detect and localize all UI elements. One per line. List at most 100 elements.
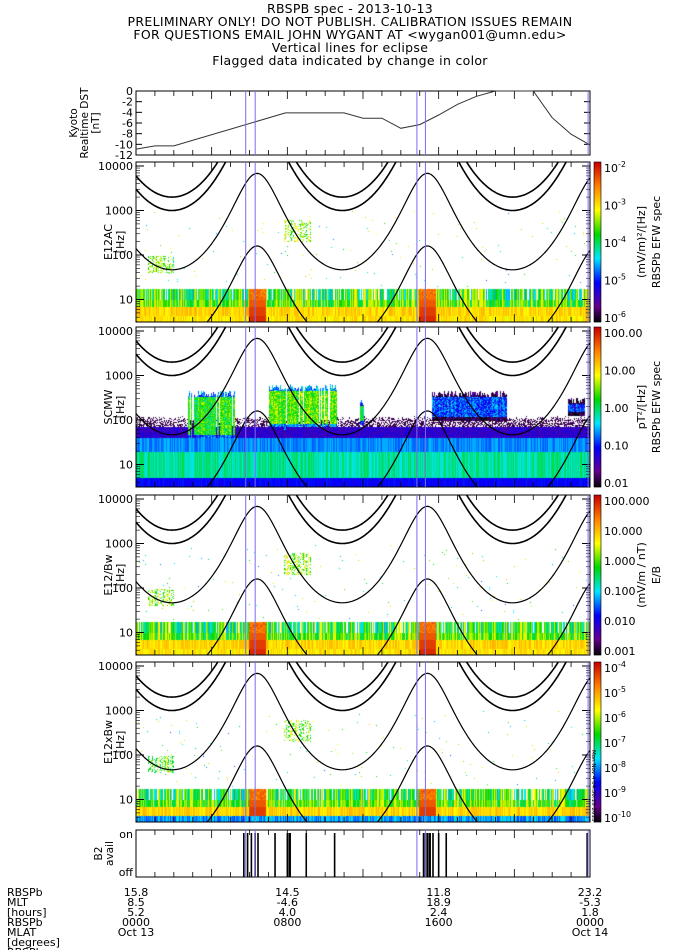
- colorbar-segment: [594, 163, 601, 165]
- colorbar-segment: [594, 221, 601, 223]
- colorbar-segment: [594, 595, 601, 597]
- colorbar-segment: [594, 549, 601, 551]
- colorbar-tick-label: 10-6: [604, 710, 626, 725]
- colorbar-segment: [594, 749, 601, 751]
- colorbar-segment: [594, 214, 601, 216]
- y-tick-label: 1000: [105, 538, 133, 551]
- colorbar-segment: [594, 387, 601, 389]
- colorbar-unit-label: (mV/m)²/[Hz]: [635, 206, 648, 278]
- colorbar-segment: [594, 360, 601, 362]
- colorbar-tick-label: 0.001: [604, 645, 636, 658]
- colorbar-segment: [594, 173, 601, 175]
- colorbar-segment: [594, 277, 601, 279]
- colorbar-segment: [594, 534, 601, 536]
- bottom-axis-value: 14.5: [275, 886, 300, 899]
- colorbar-segment: [594, 707, 601, 709]
- colorbar-segment: [594, 603, 601, 605]
- colorbar-segment: [594, 244, 601, 246]
- panel-ylabel-unit: [Hz]: [114, 396, 127, 419]
- colorbar-segment: [594, 268, 601, 270]
- colorbar-segment: [594, 463, 601, 465]
- colorbar-segment: [594, 563, 601, 565]
- colorbar-segment: [594, 398, 601, 400]
- colorbar-segment: [594, 728, 601, 730]
- colorbar-segment: [594, 274, 601, 276]
- colorbar-segment: [594, 315, 601, 317]
- colorbar-segment: [594, 454, 601, 456]
- colorbar-segment: [594, 499, 601, 501]
- colorbar-segment: [594, 709, 601, 711]
- colorbar-tick-label: 10.00: [604, 365, 636, 378]
- colorbar-segment: [594, 386, 601, 388]
- half-fce-curve: [136, 327, 568, 377]
- colorbar-segment: [594, 406, 601, 408]
- colorbar-segment: [594, 177, 601, 179]
- colorbar-segment: [594, 344, 601, 346]
- colorbar-segment: [594, 764, 601, 766]
- colorbar-segment: [594, 407, 601, 409]
- dst-y-tick-label: -12: [115, 149, 133, 162]
- colorbar-segment: [594, 537, 601, 539]
- colorbar-segment: [594, 212, 601, 214]
- colorbar-segment: [594, 668, 601, 670]
- colorbar-segment: [594, 565, 601, 567]
- colorbar-segment: [594, 514, 601, 516]
- colorbar-segment: [594, 784, 601, 786]
- colorbar-segment: [594, 773, 601, 775]
- colorbar-segment: [594, 371, 601, 373]
- colorbar-segment: [594, 578, 601, 580]
- colorbar-segment: [594, 626, 601, 628]
- fce-curve: [136, 162, 560, 198]
- colorbar-segment: [594, 726, 601, 728]
- colorbar-segment: [594, 724, 601, 726]
- colorbar-tick-label: 10-5: [604, 273, 626, 288]
- colorbar-segment: [594, 472, 601, 474]
- dst-y-tick-label: -2: [122, 96, 133, 109]
- colorbar-segment: [594, 254, 601, 256]
- colorbar-segment: [594, 427, 601, 429]
- colorbar-segment: [594, 473, 601, 475]
- colorbar-segment: [594, 543, 601, 545]
- colorbar-segment: [594, 225, 601, 227]
- colorbar-segment: [594, 507, 601, 509]
- colorbar-segment: [594, 342, 601, 344]
- colorbar-segment: [594, 446, 601, 448]
- colorbar-segment: [594, 637, 601, 639]
- colorbar-segment: [594, 286, 601, 288]
- colorbar-segment: [594, 455, 601, 457]
- colorbar-segment: [594, 300, 601, 302]
- bottom-row-label: [hours]: [7, 906, 47, 919]
- colorbar-segment: [594, 559, 601, 561]
- colorbar-segment: [594, 813, 601, 815]
- colorbar-segment: [594, 435, 601, 437]
- colorbar-segment: [594, 765, 601, 767]
- panel-ylabel-unit: [Hz]: [114, 564, 127, 587]
- colorbar-segment: [594, 415, 601, 417]
- colorbar-segment: [594, 281, 601, 283]
- colorbar-segment: [594, 662, 601, 664]
- colorbar-segment: [594, 389, 601, 391]
- colorbar-segment: [594, 751, 601, 753]
- colorbar-segment: [594, 449, 601, 451]
- colorbar-segment: [594, 582, 601, 584]
- colorbar-segment: [594, 196, 601, 198]
- colorbar-segment: [594, 251, 601, 253]
- colorbar-segment: [594, 551, 601, 553]
- colorbar-segment: [594, 337, 601, 339]
- colorbar-segment: [594, 295, 601, 297]
- colorbar-segment: [594, 232, 601, 234]
- warning-line: PRELIMINARY ONLY! DO NOT PUBLISH. CALIBR…: [127, 14, 573, 29]
- colorbar-segment: [594, 396, 601, 398]
- colorbar-segment: [594, 775, 601, 777]
- colorbar-segment: [594, 262, 601, 264]
- colorbar-segment: [594, 223, 601, 225]
- colorbar-segment: [594, 673, 601, 675]
- colorbar-segment: [594, 571, 601, 573]
- colorbar-segment: [594, 195, 601, 197]
- colorbar-segment: [594, 417, 601, 419]
- colorbar-segment: [594, 230, 601, 232]
- colorbar-segment: [594, 285, 601, 287]
- colorbar-segment: [594, 203, 601, 205]
- colorbar-segment: [594, 601, 601, 603]
- colorbar-segment: [594, 314, 601, 316]
